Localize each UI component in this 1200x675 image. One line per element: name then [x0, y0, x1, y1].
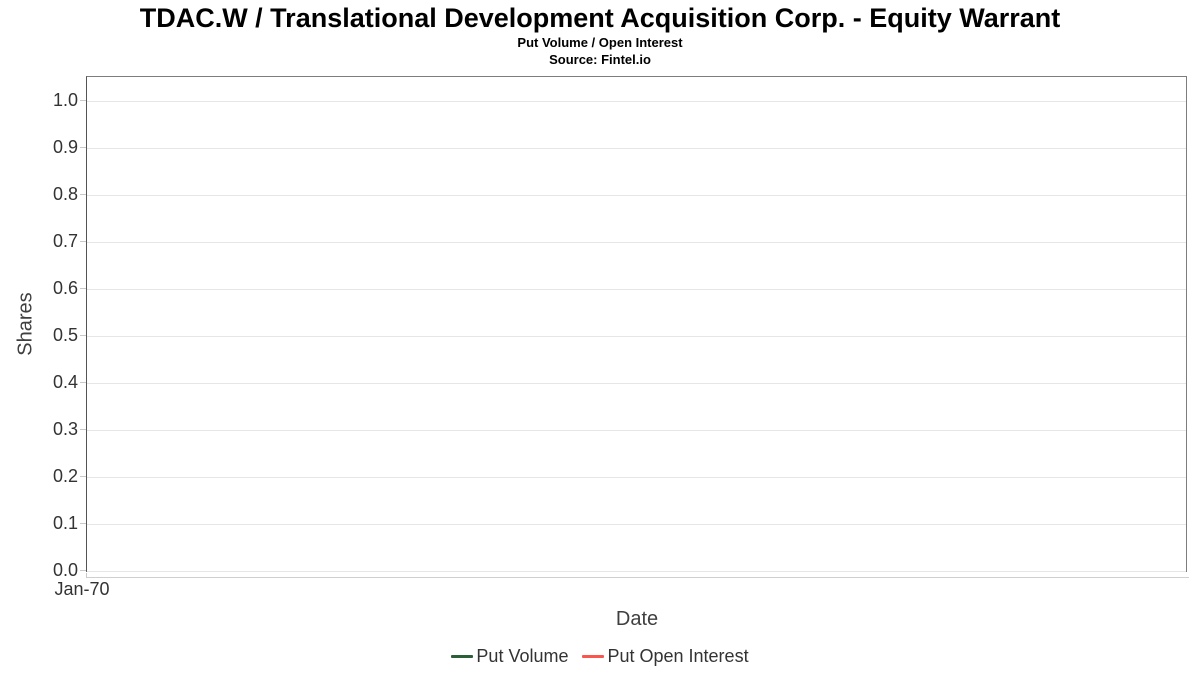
gridline — [87, 383, 1186, 384]
y-axis-tick-label: 0.0 — [52, 560, 78, 580]
gridline — [87, 524, 1186, 525]
x-axis-title: Date — [615, 608, 659, 630]
y-axis-tick-label: 0.5 — [52, 325, 78, 345]
y-axis-tick-mark — [80, 570, 86, 571]
gridline — [87, 195, 1186, 196]
y-axis-tick-label: 0.2 — [52, 466, 78, 486]
gridline — [87, 242, 1186, 243]
gridline — [87, 430, 1186, 431]
y-axis-tick-mark — [80, 335, 86, 336]
y-axis-tick-mark — [80, 382, 86, 383]
y-axis-tick-mark — [80, 476, 86, 477]
gridline — [87, 336, 1186, 337]
y-axis-tick-label: 0.8 — [52, 184, 78, 204]
chart-source-credit: Source: Fintel.io — [549, 52, 651, 67]
y-axis-tick-label: 0.6 — [52, 278, 78, 298]
gridline — [87, 477, 1186, 478]
y-axis-tick-label: 0.9 — [52, 137, 78, 157]
gridline — [87, 289, 1186, 290]
legend: Put Volume Put Open Interest — [0, 646, 1200, 667]
y-axis-tick-mark — [80, 523, 86, 524]
chart-title: TDAC.W / Translational Development Acqui… — [139, 3, 1061, 33]
y-axis-tick-label: 0.7 — [52, 231, 78, 251]
y-axis-tick-mark — [80, 241, 86, 242]
y-axis-tick-mark — [80, 288, 86, 289]
x-axis-tick-label: Jan-70 — [54, 579, 110, 599]
chart-subtitle: Put Volume / Open Interest — [517, 35, 683, 50]
gridline — [87, 148, 1186, 149]
y-axis-tick-label: 1.0 — [52, 90, 78, 110]
y-axis-tick-label: 0.3 — [52, 419, 78, 439]
gridline — [87, 101, 1186, 102]
put-volume-line-marker — [451, 655, 474, 658]
x-axis-line — [86, 577, 1189, 578]
y-axis-tick-mark — [80, 100, 86, 101]
x-axis-tick-mark — [86, 573, 87, 578]
y-axis-tick-mark — [80, 147, 86, 148]
legend-item-put-volume[interactable]: Put Volume — [451, 646, 568, 667]
plot-area — [86, 76, 1187, 572]
y-axis-tick-mark — [80, 194, 86, 195]
legend-label-put-volume: Put Volume — [476, 646, 569, 666]
legend-item-put-open-interest[interactable]: Put Open Interest — [582, 646, 749, 667]
y-axis-tick-label: 0.1 — [52, 513, 78, 533]
y-axis-title: Shares — [14, 292, 37, 356]
put-open-interest-line-marker — [582, 655, 605, 658]
y-axis-tick-mark — [80, 429, 86, 430]
y-axis-tick-label: 0.4 — [52, 372, 78, 392]
legend-label-put-open-interest: Put Open Interest — [607, 646, 749, 666]
gridline — [87, 571, 1186, 572]
